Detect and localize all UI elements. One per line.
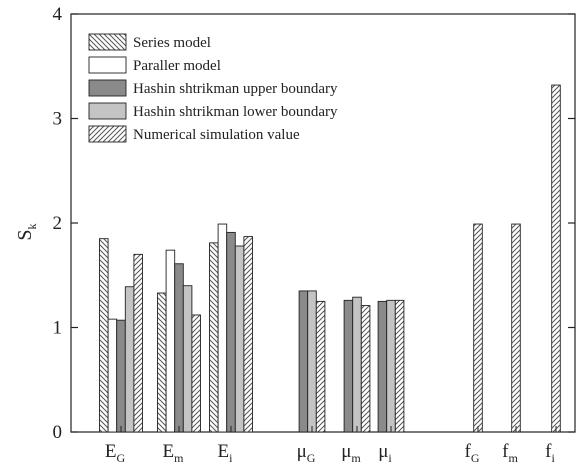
bar [386, 299, 396, 433]
bar [551, 84, 561, 433]
bar [182, 285, 193, 433]
x-tick-label: Ei [218, 441, 234, 465]
bar [394, 299, 405, 433]
legend-swatch [88, 125, 127, 143]
legend-label: Numerical simulation value [133, 127, 300, 143]
legend-swatch [88, 33, 127, 51]
bar [217, 223, 228, 433]
bar [234, 245, 245, 433]
bar [157, 292, 167, 433]
bar [352, 296, 362, 433]
y-tick-label: 3 [53, 109, 63, 130]
bar [473, 223, 483, 433]
x-tick-label: EG [105, 441, 126, 465]
x-tick-label: Em [163, 441, 185, 465]
x-tick-label: fm [502, 441, 518, 465]
bar [511, 223, 521, 433]
legend-label: Hashin shtrikman upper boundary [133, 81, 338, 97]
x-tick-label: fG [465, 441, 480, 465]
x-tick-label: μi [378, 441, 392, 465]
legend: Series model Paraller model Hashin shtrikm… [88, 33, 338, 143]
bar [209, 242, 219, 433]
bar [191, 314, 201, 433]
bar [99, 238, 109, 433]
legend-swatch [88, 56, 127, 74]
bar [315, 300, 326, 433]
bar [116, 319, 126, 433]
bar [307, 290, 317, 433]
y-axis-title: Sk [14, 223, 39, 240]
bar [107, 318, 118, 433]
x-category-labels: EG Em Ei μG μm μi fG fm fi [105, 441, 556, 465]
y-tick-label: 4 [53, 4, 63, 25]
bar [360, 305, 371, 433]
legend-label: Hashin shtrikman lower boundary [133, 104, 338, 120]
bar [174, 263, 184, 433]
y-tick-layer: 0 1 2 3 4 [53, 4, 575, 443]
bar [298, 290, 309, 433]
legend-swatch [88, 102, 127, 120]
x-tick-label: fi [545, 441, 555, 465]
x-tick-label: μG [297, 441, 316, 465]
bar [165, 249, 176, 433]
y-tick-label: 0 [53, 422, 63, 443]
legend-label: Paraller model [133, 58, 221, 74]
bar [124, 286, 135, 433]
y-axis-label: Sk [14, 223, 39, 240]
y-tick-label: 1 [53, 318, 63, 339]
bar-layer [99, 84, 561, 433]
y-tick-label: 2 [53, 213, 63, 234]
bar [226, 231, 236, 433]
bar [243, 236, 253, 433]
x-tick-label: μm [341, 441, 361, 465]
bar [377, 300, 388, 433]
legend-swatch [88, 79, 127, 97]
legend-label: Series model [133, 35, 211, 51]
bar [133, 253, 143, 433]
bar [343, 299, 354, 433]
